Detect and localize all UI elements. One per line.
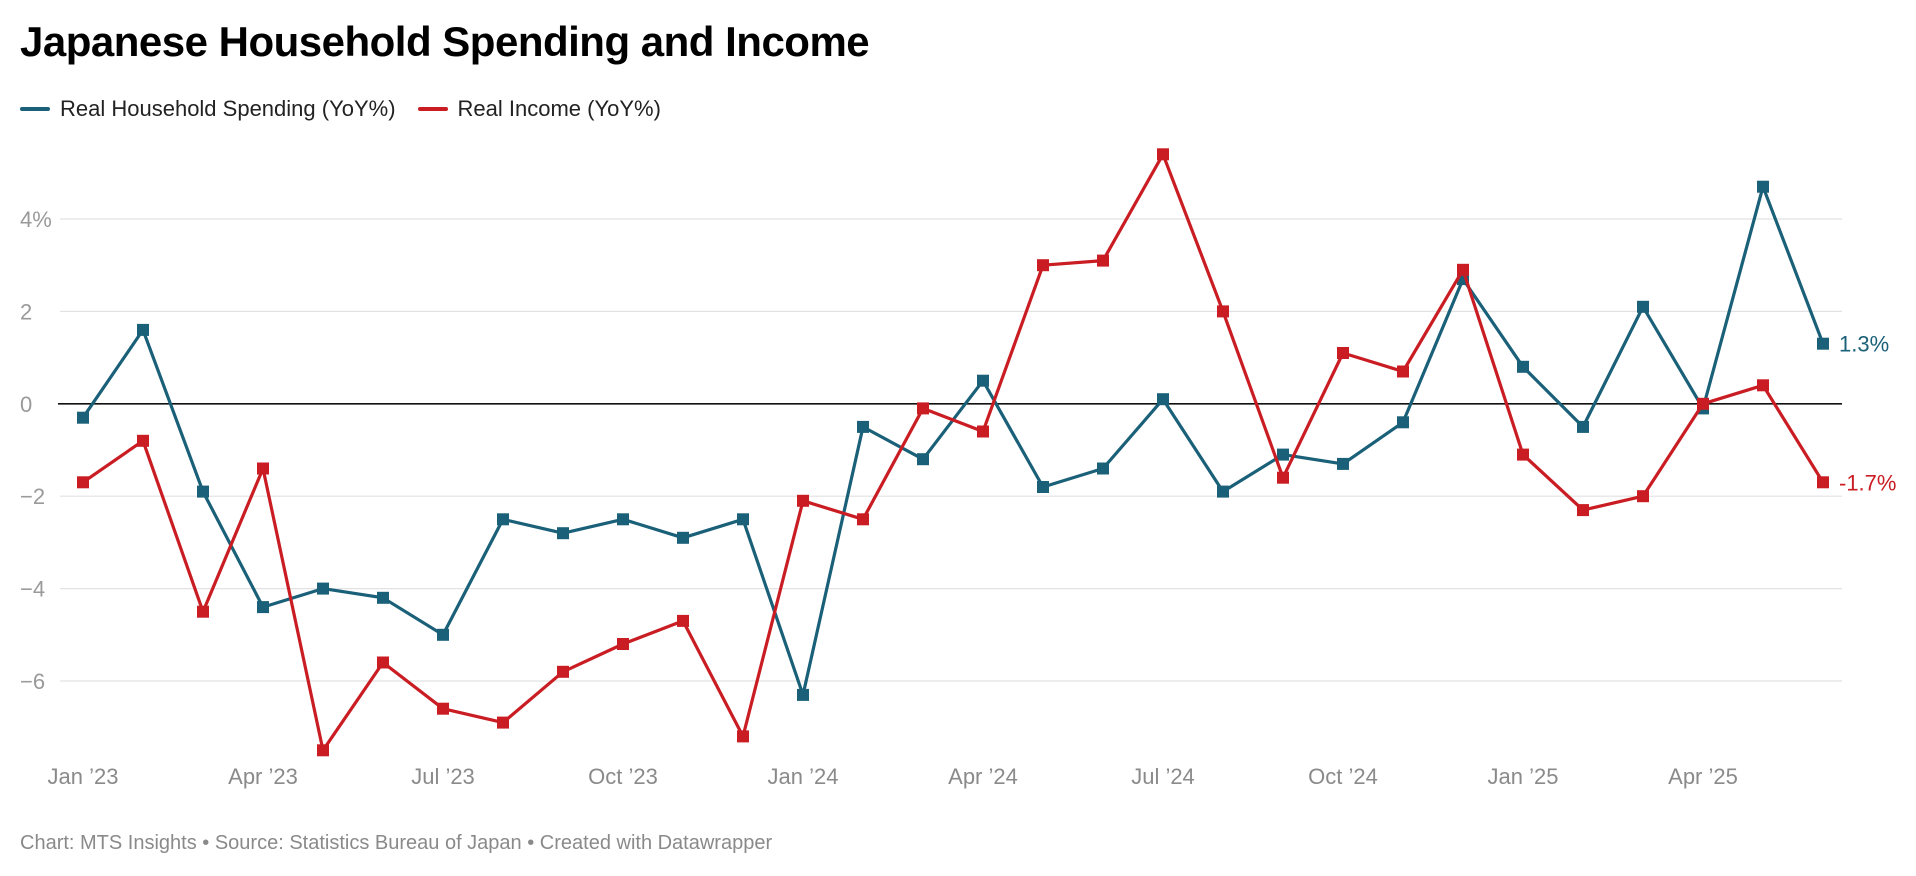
series-1-point: [1637, 490, 1649, 503]
legend-label-income: Real Income (YoY%): [457, 96, 661, 121]
series-0-point: [737, 513, 749, 526]
series-0-point: [437, 628, 449, 641]
series-0-point: [77, 411, 89, 424]
series-0-point: [137, 323, 149, 336]
series-1-point: [1397, 365, 1409, 378]
y-tick-label: 2: [20, 299, 32, 324]
series-0-point: [797, 688, 809, 701]
x-tick-label: Jul ’24: [1131, 764, 1195, 789]
series-line-1: [81, 152, 1825, 752]
series-1-point: [257, 462, 269, 475]
series-0-point: [977, 374, 989, 387]
legend-label-spending: Real Household Spending (YoY%): [60, 96, 396, 121]
series-0-point: [1757, 180, 1769, 193]
x-tick-label: Jan ’25: [1488, 764, 1559, 789]
x-tick-label: Oct ’24: [1308, 764, 1378, 789]
series-1-point: [377, 656, 389, 669]
x-tick-label: Jan ’24: [768, 764, 839, 789]
series-0-point: [1637, 300, 1649, 313]
series-0-point: [1277, 448, 1289, 461]
series-0-point: [1397, 416, 1409, 429]
series-0-point: [1817, 337, 1829, 350]
series-1-point: [1577, 504, 1589, 517]
series-1-point: [977, 425, 989, 438]
legend-swatch-income: [417, 107, 448, 111]
x-tick-label: Apr ’25: [1668, 764, 1738, 789]
series-1-point: [617, 638, 629, 650]
series-1-point: [317, 744, 329, 757]
series-1-point: [137, 434, 149, 447]
y-tick-label: −2: [20, 484, 45, 509]
series-1-point: [1217, 305, 1229, 318]
series-0-point: [1157, 393, 1169, 406]
series-0-point: [1517, 360, 1529, 373]
y-tick-label: −4: [20, 577, 45, 602]
series-0-point: [677, 531, 689, 544]
x-tick-label: Jan ’23: [48, 764, 119, 789]
y-tick-label: −6: [20, 669, 45, 694]
series-1-point: [1037, 259, 1049, 272]
series-0-point: [557, 527, 569, 540]
series-0-point: [1577, 420, 1589, 433]
series-0-point: [1337, 457, 1349, 470]
x-tick-label: Apr ’23: [228, 764, 298, 789]
series-1-point: [197, 605, 209, 618]
series-1-point: [1157, 148, 1169, 161]
series-0-point: [917, 453, 929, 466]
series-1-point: [1097, 254, 1109, 267]
legend: Real Household Spending (YoY%) Real Inco…: [20, 96, 683, 122]
legend-item-spending: Real Household Spending (YoY%): [20, 96, 396, 122]
series-1-point: [1757, 379, 1769, 392]
series-0-point: [317, 582, 329, 595]
series-1-point: [1277, 471, 1289, 484]
series-1-point: [437, 702, 449, 715]
series-0-point: [617, 513, 629, 526]
series-1-point: [557, 665, 569, 678]
series-1-point: [1817, 476, 1829, 489]
series-1-point: [1457, 263, 1469, 276]
series-0-point: [857, 420, 869, 433]
series-1-point: [1697, 397, 1709, 410]
series-end-label-0: 1.3%: [1839, 332, 1889, 357]
series-0-point: [497, 513, 509, 526]
legend-swatch-spending: [20, 107, 50, 111]
chart-title: Japanese Household Spending and Income: [20, 18, 870, 65]
x-tick-label: Apr ’24: [948, 764, 1018, 789]
series-1-point: [677, 614, 689, 627]
series-0-point: [1097, 462, 1109, 475]
y-tick-label: 4%: [20, 207, 52, 232]
series-1-point: [1337, 347, 1349, 359]
series-0-point: [197, 485, 209, 498]
series-1-point: [1517, 448, 1529, 461]
series-0-point: [1217, 485, 1229, 498]
series-1-point: [797, 494, 809, 507]
series-0-point: [1037, 481, 1049, 493]
series-end-label-1: -1.7%: [1839, 470, 1896, 495]
series-1-point: [497, 716, 509, 729]
series-line-0: [81, 185, 1825, 697]
series-1-point: [737, 730, 749, 743]
series-1-point: [857, 513, 869, 526]
chart-footer: Chart: MTS Insights • Source: Statistics…: [20, 832, 773, 854]
series-1-point: [77, 476, 89, 489]
series-0-point: [257, 601, 269, 614]
series-0-point: [377, 591, 389, 604]
legend-item-income: Real Income (YoY%): [417, 96, 661, 122]
x-tick-label: Jul ’23: [411, 764, 475, 789]
series-1-point: [917, 402, 929, 415]
x-tick-label: Oct ’23: [588, 764, 658, 789]
y-tick-label: 0: [20, 392, 32, 417]
